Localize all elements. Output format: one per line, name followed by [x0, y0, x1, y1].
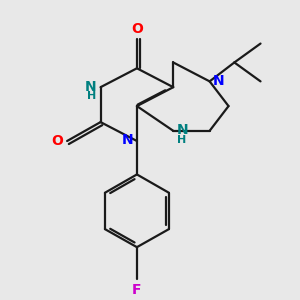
Text: N: N — [213, 74, 225, 88]
Text: H: H — [87, 92, 96, 101]
Text: F: F — [132, 283, 142, 297]
Text: N: N — [85, 80, 96, 94]
Text: O: O — [131, 22, 143, 36]
Text: N: N — [122, 134, 134, 147]
Text: N: N — [177, 123, 188, 137]
Text: O: O — [52, 134, 64, 148]
Text: H: H — [177, 135, 186, 145]
